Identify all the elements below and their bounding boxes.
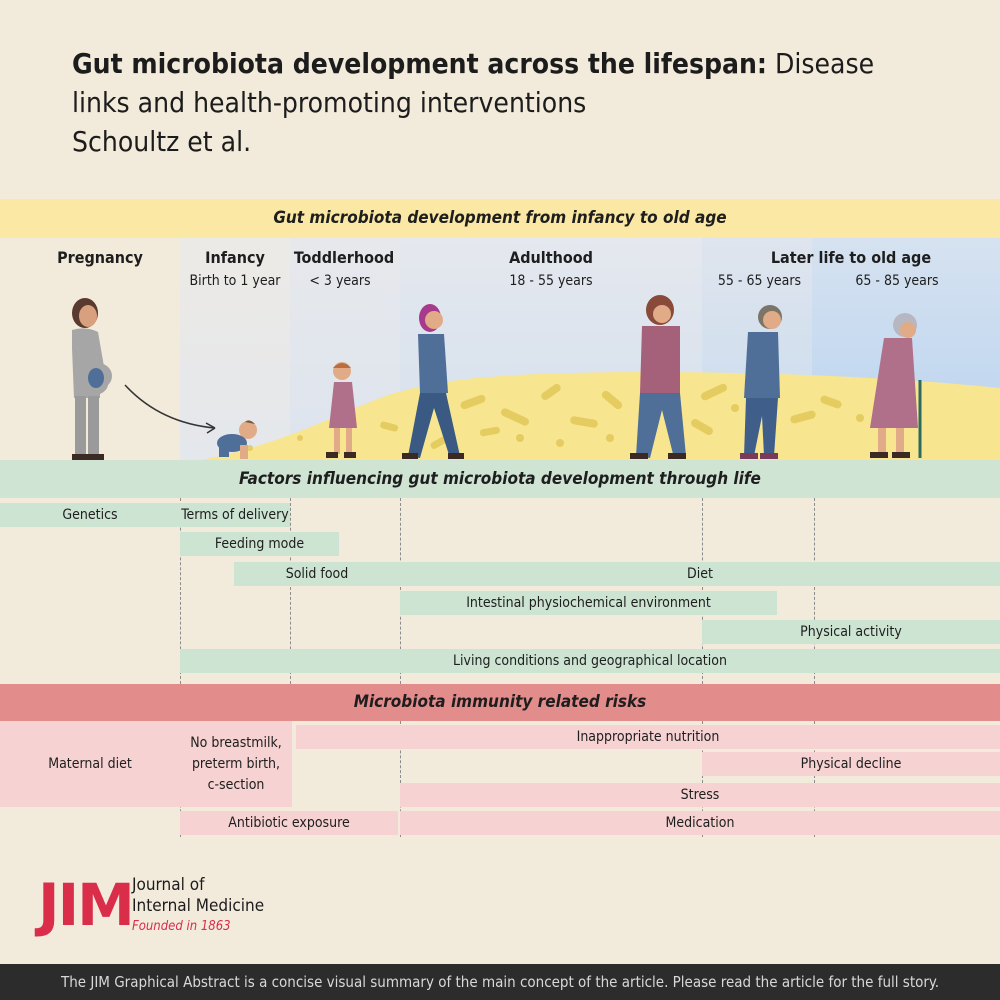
journal-name-line1: Journal of bbox=[132, 875, 205, 895]
title-bold: Gut microbiota development across the li… bbox=[72, 47, 768, 80]
elderly-woman-figure bbox=[870, 313, 922, 458]
microbiota-mound bbox=[200, 372, 1000, 460]
factor-diet: Diet bbox=[400, 562, 1000, 586]
risk-inappropriate-nutrition: Inappropriate nutrition bbox=[296, 725, 1000, 749]
factors-band-label: Factors influencing gut microbiota devel… bbox=[239, 469, 761, 489]
separator-toddlerhood bbox=[290, 498, 291, 684]
risk-c-section: c-section bbox=[207, 776, 265, 793]
factor-genetics: Genetics bbox=[0, 503, 180, 527]
middle-aged-woman-figure bbox=[630, 295, 686, 459]
risk-infant-factors: No breastmilk, preterm birth, c-section bbox=[180, 721, 292, 807]
stage-sub-later-life-1: 55 - 65 years bbox=[717, 273, 802, 289]
risk-no-breastmilk: No breastmilk, bbox=[190, 734, 282, 751]
stage-title-toddlerhood: Toddlerhood bbox=[293, 248, 395, 267]
risk-preterm-birth: preterm birth, bbox=[191, 755, 281, 772]
risk-antibiotic-exposure: Antibiotic exposure bbox=[180, 811, 398, 835]
risk-medication: Medication bbox=[400, 811, 1000, 835]
development-band: Gut microbiota development from infancy … bbox=[0, 199, 1000, 238]
risk-physical-decline: Physical decline bbox=[702, 752, 1000, 776]
older-man-figure bbox=[740, 305, 782, 459]
journal-name: Journal of Internal Medicine bbox=[132, 875, 264, 917]
infant-figure bbox=[217, 420, 257, 459]
pregnant-woman-figure bbox=[72, 298, 112, 460]
infancy-column bbox=[180, 238, 290, 460]
adult-woman-figure bbox=[402, 304, 464, 459]
factor-living-conditions: Living conditions and geographical locat… bbox=[180, 649, 1000, 673]
stage-title-infancy: Infancy bbox=[205, 248, 265, 267]
separator-old-age bbox=[814, 498, 815, 684]
journal-founded: Founded in 1863 bbox=[132, 919, 231, 934]
stage-title-adulthood: Adulthood bbox=[509, 248, 593, 267]
stage-title-pregnancy: Pregnancy bbox=[57, 248, 143, 267]
risk-separator-adulthood bbox=[400, 721, 401, 837]
risk-separator-old-age bbox=[814, 721, 815, 837]
stage-sub-later-life-2: 65 - 85 years bbox=[855, 273, 939, 289]
factors-band: Factors influencing gut microbiota devel… bbox=[0, 460, 1000, 498]
factor-terms-of-delivery: Terms of delivery bbox=[180, 503, 290, 527]
development-band-label: Gut microbiota development from infancy … bbox=[273, 208, 727, 228]
risks-band-label: Microbiota immunity related risks bbox=[353, 692, 647, 712]
factor-intestinal-environment: Intestinal physiochemical environment bbox=[400, 591, 777, 615]
jim-logo: JIM bbox=[38, 871, 135, 939]
stage-title-later-life: Later life to old age bbox=[770, 248, 932, 267]
lifespan-figures-illustration bbox=[72, 295, 1000, 460]
stage-sub-adulthood: 18 - 55 years bbox=[509, 273, 593, 289]
factor-feeding-mode: Feeding mode bbox=[180, 532, 339, 556]
authors: Schoultz et al. bbox=[72, 125, 252, 158]
risk-maternal-diet: Maternal diet bbox=[0, 721, 180, 807]
risk-stress: Stress bbox=[400, 783, 1000, 807]
risk-separator-later-life bbox=[702, 721, 703, 837]
separator-infancy bbox=[180, 498, 181, 684]
toddler-figure bbox=[326, 362, 357, 458]
page-title: Gut microbiota development across the li… bbox=[72, 44, 932, 161]
risks-band: Microbiota immunity related risks bbox=[0, 684, 1000, 721]
stage-sub-toddlerhood: < 3 years bbox=[309, 273, 371, 289]
footer-disclaimer: The JIM Graphical Abstract is a concise … bbox=[0, 964, 1000, 1000]
factor-physical-activity: Physical activity bbox=[702, 620, 1000, 644]
factor-solid-food: Solid food bbox=[234, 562, 400, 586]
title-rest: Disease links and health-promoting inter… bbox=[72, 47, 875, 119]
journal-name-line2: Internal Medicine bbox=[132, 896, 265, 916]
lifespan-illustration: Pregnancy Infancy Birth to 1 year Toddle… bbox=[0, 238, 1000, 460]
birth-arrow bbox=[124, 384, 216, 429]
stage-sub-infancy: Birth to 1 year bbox=[189, 273, 281, 289]
